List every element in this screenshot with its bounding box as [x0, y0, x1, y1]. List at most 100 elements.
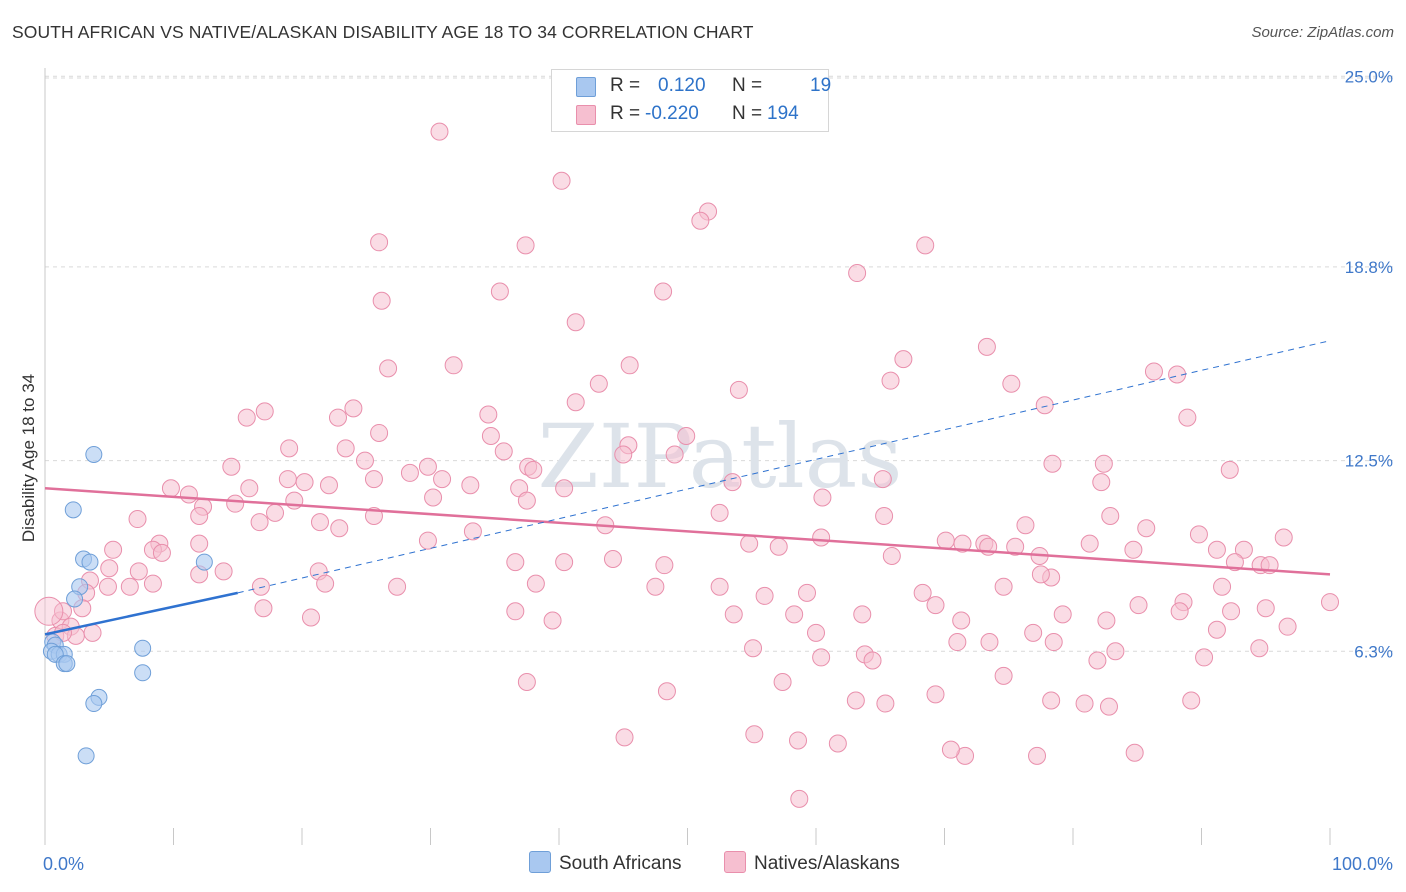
natives-alaskans-point: [710, 503, 729, 522]
bottom-legend-label: Natives/Alaskans: [754, 853, 900, 874]
natives-alaskans-point: [566, 393, 585, 412]
natives-alaskans-point: [481, 427, 500, 446]
legend-r-value: -0.220: [645, 103, 699, 124]
natives-alaskans-point: [724, 605, 743, 624]
natives-alaskans-point: [316, 574, 335, 593]
natives-alaskans-point: [444, 356, 463, 375]
natives-alaskans-point: [295, 473, 314, 492]
natives-alaskans-points: [34, 122, 1339, 808]
natives-alaskans-point: [179, 485, 198, 504]
natives-alaskans-point: [524, 460, 543, 479]
natives-alaskans-point: [654, 282, 673, 301]
natives-alaskans-point: [589, 374, 608, 393]
natives-alaskans-point: [1028, 746, 1047, 765]
natives-alaskans-point: [1016, 516, 1035, 535]
natives-alaskans-point: [364, 470, 383, 489]
legend-n-value: 19: [810, 75, 832, 96]
legend-n-label: N =: [732, 103, 763, 124]
y-tick-label: 6.3%: [1354, 642, 1393, 661]
natives-alaskans-point: [1207, 620, 1226, 639]
legend-r-label: R =: [610, 75, 641, 96]
natives-alaskans-point: [875, 506, 894, 525]
natives-alaskans-point: [490, 282, 509, 301]
natives-alaskans-point: [785, 605, 804, 624]
natives-alaskans-point: [1278, 617, 1297, 636]
y-tick-label: 18.8%: [1345, 258, 1393, 277]
natives-alaskans-point: [1125, 743, 1144, 762]
tick-labels: 6.3% 12.5% 18.8% 25.0% 0.0% 100.0% Disability …: [19, 67, 1393, 874]
natives-alaskans-point: [952, 611, 971, 630]
natives-alaskans-point: [691, 211, 710, 230]
natives-alaskans-point: [430, 122, 449, 141]
legend-n-label: N =: [732, 75, 763, 96]
natives-alaskans-point: [100, 559, 119, 578]
natives-alaskans-point: [278, 470, 297, 489]
natives-alaskans-point: [646, 577, 665, 596]
natives-alaskans-point: [266, 503, 285, 522]
axis-layer: [44, 68, 1331, 845]
natives-alaskans-point: [1225, 553, 1244, 572]
natives-alaskans-point: [1024, 623, 1043, 642]
natives-alaskans-point: [301, 608, 320, 627]
natives-alaskans-point: [418, 457, 437, 476]
legend-r-value: 0.120: [658, 75, 706, 96]
y-tick-label: 25.0%: [1345, 67, 1393, 86]
natives-alaskans-point: [807, 623, 825, 642]
natives-alaskans-point: [1220, 460, 1239, 479]
natives-alaskans-point: [1002, 374, 1021, 393]
natives-alaskans-point: [615, 728, 634, 747]
natives-alaskans-point: [1035, 396, 1054, 415]
natives-alaskans-point: [1137, 519, 1156, 538]
natives-alaskans-point: [926, 685, 945, 704]
natives-alaskans-point: [873, 470, 892, 489]
natives-alaskans-point: [479, 405, 498, 424]
south-africans-point: [85, 445, 103, 463]
natives-alaskans-point: [977, 337, 996, 356]
natives-alaskans-point: [251, 577, 270, 596]
natives-alaskans-point: [620, 356, 639, 375]
legend-r-label: R =: [610, 103, 641, 124]
natives-alaskans-point: [506, 553, 525, 572]
natives-alaskans-point: [1129, 596, 1148, 615]
natives-alaskans-point: [214, 562, 233, 581]
natives-alaskans-point: [255, 402, 274, 421]
legend-row-south-africans: R = 0.120 N = 19: [552, 74, 832, 98]
natives-alaskans-point: [881, 371, 900, 390]
natives-alaskans-point: [1321, 593, 1339, 612]
natives-alaskans-point: [226, 494, 245, 513]
natives-alaskans-point: [506, 602, 525, 621]
natives-alaskans-point: [566, 313, 585, 332]
natives-alaskans-point: [1144, 362, 1163, 381]
natives-alaskans-point: [1006, 537, 1025, 556]
natives-alaskans-point: [98, 577, 117, 596]
natives-alaskans-point: [461, 476, 480, 495]
natives-alaskans-point: [240, 479, 259, 498]
natives-alaskans-trend-line: [44, 487, 1331, 576]
natives-alaskans-point: [936, 531, 955, 550]
legend-row-natives-alaskans: R = -0.220 N = 194: [552, 102, 828, 126]
natives-alaskans-point: [941, 740, 960, 759]
natives-alaskans-point: [222, 457, 241, 476]
natives-alaskans-point: [744, 639, 763, 658]
natives-alaskans-point: [773, 673, 792, 692]
natives-alaskans-point: [336, 439, 355, 458]
natives-alaskans-point: [463, 522, 482, 541]
natives-alaskans-point: [1075, 694, 1094, 713]
natives-alaskans-point: [328, 408, 347, 427]
south-africans-points: [42, 445, 213, 765]
natives-alaskans-point: [1274, 528, 1293, 547]
natives-alaskans-point: [370, 423, 389, 442]
natives-alaskans-point: [1053, 605, 1072, 624]
natives-alaskans-point: [729, 380, 748, 399]
legend-n-value: 194: [767, 103, 799, 124]
natives-alaskans-point: [755, 586, 774, 605]
natives-alaskans-point: [161, 479, 180, 498]
natives-alaskans-point: [1189, 525, 1208, 544]
natives-alaskans-point: [882, 546, 901, 565]
natives-alaskans-point: [1088, 651, 1107, 670]
natives-alaskans-point: [953, 534, 972, 553]
natives-alaskans-point: [813, 488, 832, 507]
natives-alaskans-point: [418, 531, 437, 550]
natives-alaskans-point: [1094, 454, 1113, 473]
